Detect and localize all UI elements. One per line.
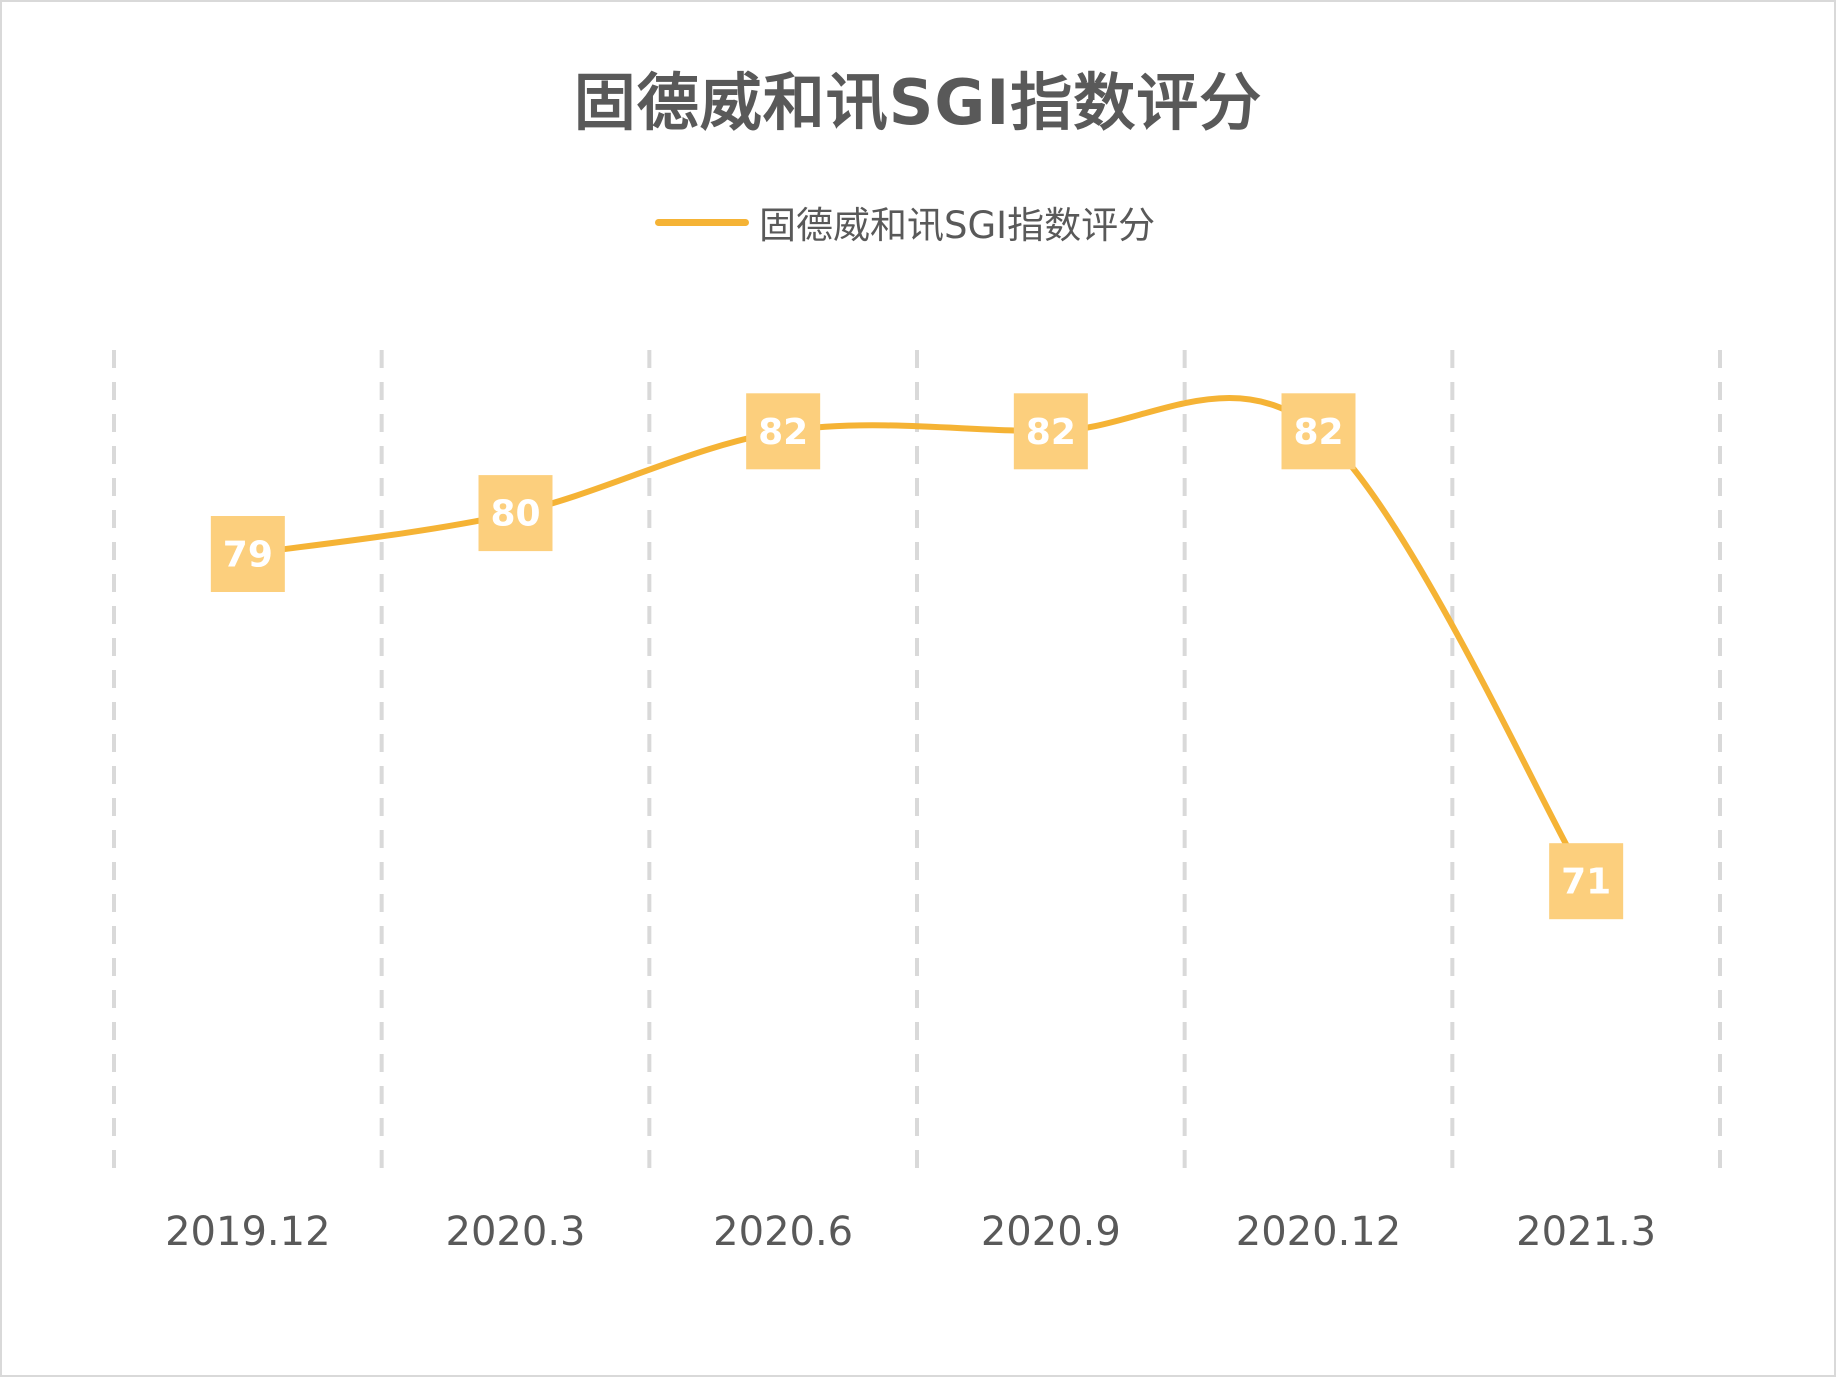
data-label-box <box>210 516 285 592</box>
x-tick-label: 2019.12 <box>165 1209 330 1255</box>
chart-title: 固德威和讯SGI指数评分 <box>573 66 1263 139</box>
data-point-2020.9: 82 <box>1013 393 1088 470</box>
data-point-2020.6: 82 <box>746 393 821 470</box>
data-label: 79 <box>223 535 273 576</box>
data-label: 82 <box>1026 412 1076 453</box>
data-label-box <box>1013 393 1088 470</box>
chart-legend: 固德威和讯SGI指数评分 <box>655 192 1155 252</box>
x-tick-label: 2020.12 <box>1236 1209 1401 1255</box>
legend-label: 固德威和讯SGI指数评分 <box>759 204 1156 247</box>
data-label: 80 <box>490 494 540 535</box>
data-point-2019.12: 79 <box>210 516 285 592</box>
grid-lines <box>112 350 1722 1170</box>
data-label-box <box>1549 843 1624 920</box>
data-labels: 79 80 82 82 82 71 <box>210 393 1624 920</box>
legend-line-swatch <box>655 218 749 226</box>
data-label: 82 <box>758 412 808 453</box>
x-tick-label: 2020.6 <box>713 1209 853 1255</box>
data-label-box <box>478 475 553 552</box>
x-tick-label: 2021.3 <box>1516 1209 1656 1255</box>
x-tick-label: 2020.3 <box>446 1209 586 1255</box>
data-point-2020.3: 80 <box>478 475 553 552</box>
data-label: 82 <box>1293 412 1343 453</box>
x-tick-label: 2020.9 <box>981 1209 1121 1255</box>
data-label-box <box>1281 393 1356 470</box>
data-point-2020.12: 82 <box>1281 393 1356 470</box>
data-point-2021.3: 71 <box>1549 843 1624 920</box>
data-label-box <box>746 393 821 470</box>
x-axis-ticks: 2019.12 2020.3 2020.6 2020.9 2020.12 2021.3 <box>165 1209 1656 1255</box>
data-label: 71 <box>1561 862 1611 903</box>
